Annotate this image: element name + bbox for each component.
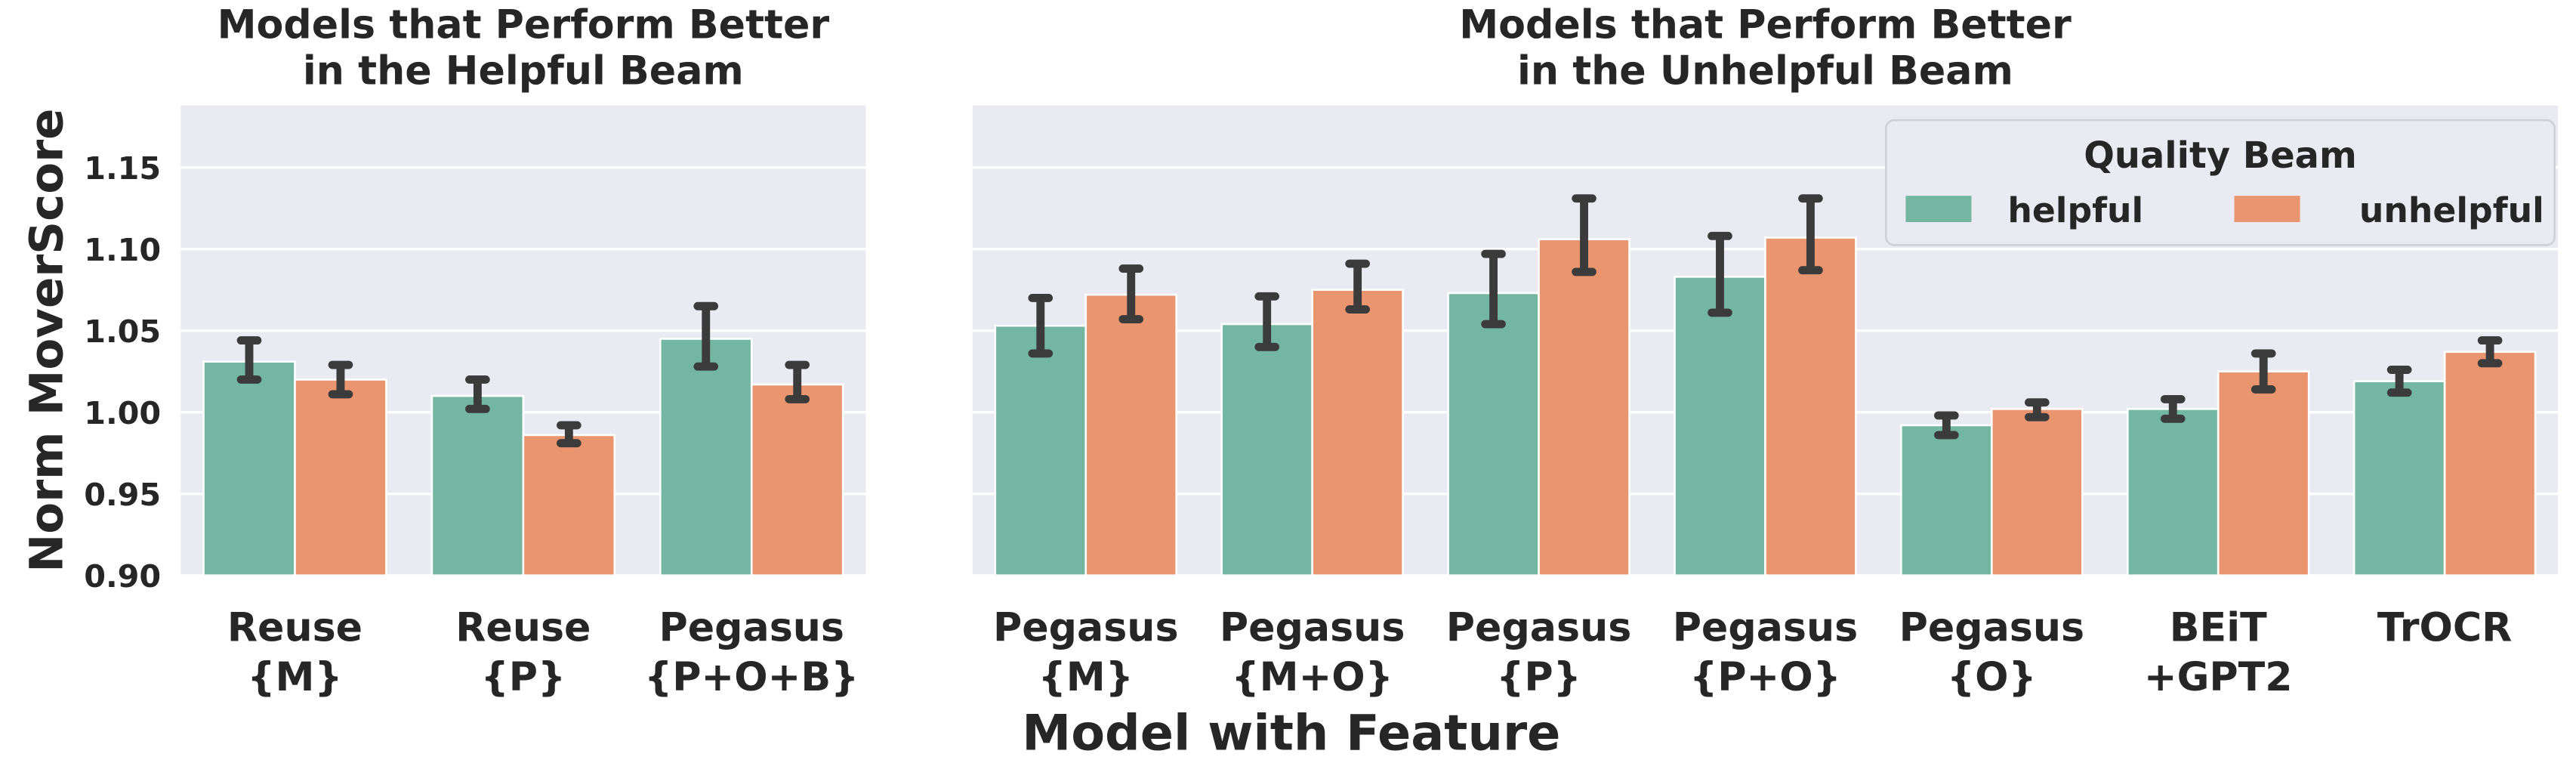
x-tick-label: {P+O+B} bbox=[644, 655, 859, 700]
y-tick-label: 1.05 bbox=[84, 314, 161, 350]
legend-label: helpful bbox=[2007, 190, 2143, 230]
bar bbox=[659, 338, 753, 577]
x-tick-label: Reuse bbox=[227, 606, 362, 651]
error-bar bbox=[1345, 259, 1370, 314]
error-bar bbox=[2025, 398, 2050, 422]
error-bar bbox=[785, 360, 810, 403]
error-bar bbox=[236, 336, 262, 384]
bar bbox=[1900, 424, 1993, 577]
legend-box bbox=[1885, 119, 2556, 246]
legend: Quality Beam helpful unhelpful bbox=[1885, 119, 2556, 246]
error-bar bbox=[328, 360, 353, 399]
error-bar bbox=[1934, 411, 1959, 440]
error-bar bbox=[1572, 194, 1597, 276]
error-bar bbox=[2251, 349, 2276, 394]
bar bbox=[2352, 380, 2446, 577]
bar bbox=[1991, 408, 2084, 577]
x-tick-label: {M} bbox=[1038, 655, 1134, 700]
x-tick-label: Pegasus bbox=[993, 606, 1178, 651]
error-bar bbox=[1028, 294, 1054, 358]
x-tick-label: {O} bbox=[1947, 655, 2037, 700]
x-tick-label: {M+O} bbox=[1231, 655, 1393, 700]
bar bbox=[1764, 236, 1857, 577]
x-tick-label: +GPT2 bbox=[2144, 655, 2293, 700]
legend-label: unhelpful bbox=[2359, 190, 2544, 230]
legend-swatch bbox=[2234, 196, 2300, 222]
error-bar bbox=[1118, 264, 1144, 323]
error-bar bbox=[2477, 336, 2503, 368]
bar bbox=[2217, 370, 2310, 577]
x-tick-label: Reuse bbox=[455, 606, 591, 651]
error-bar bbox=[693, 301, 719, 371]
x-tick-label: Pegasus bbox=[1220, 606, 1405, 651]
x-tick-label: Pegasus bbox=[659, 606, 844, 651]
bar bbox=[2443, 351, 2537, 577]
legend-swatch bbox=[1905, 196, 1972, 222]
bar bbox=[294, 378, 387, 577]
x-tick-label: {P} bbox=[481, 655, 566, 700]
chart-title: in the Helpful Beam bbox=[303, 48, 744, 94]
chart-title: Models that Perform Better bbox=[217, 2, 830, 48]
bar bbox=[750, 383, 844, 577]
x-tick-label: {P+O} bbox=[1689, 655, 1841, 700]
error-bar bbox=[465, 375, 490, 413]
legend-title: Quality Beam bbox=[2084, 135, 2357, 177]
bar bbox=[1084, 293, 1178, 577]
y-tick-label: 1.00 bbox=[84, 395, 161, 431]
y-axis-label: Norm MoverScore bbox=[20, 109, 74, 573]
y-tick-label: 0.95 bbox=[84, 477, 161, 513]
bar bbox=[2126, 408, 2220, 577]
bar bbox=[1220, 323, 1313, 577]
bar bbox=[430, 394, 525, 577]
error-bar bbox=[1798, 194, 1823, 275]
error-bar bbox=[1481, 249, 1506, 329]
bar bbox=[1538, 238, 1630, 577]
bar bbox=[1447, 292, 1540, 577]
bar bbox=[1674, 276, 1766, 577]
bar bbox=[522, 434, 616, 577]
error-bar bbox=[2160, 394, 2186, 423]
x-tick-label: Pegasus bbox=[1673, 606, 1859, 651]
x-tick-label: TrOCR bbox=[2377, 606, 2512, 651]
error-bar bbox=[557, 421, 582, 448]
error-bar bbox=[1708, 231, 1732, 317]
bar bbox=[202, 360, 296, 577]
x-tick-label: BEiT bbox=[2170, 606, 2267, 651]
chart-title: in the Unhelpful Beam bbox=[1517, 48, 2013, 94]
x-tick-label: Pegasus bbox=[1899, 606, 2085, 651]
error-bar bbox=[1254, 292, 1280, 351]
x-tick-label: {M} bbox=[247, 655, 342, 700]
bar bbox=[994, 324, 1087, 577]
x-tick-label: {P} bbox=[1496, 655, 1581, 700]
bar bbox=[1311, 289, 1404, 577]
y-tick-label: 1.10 bbox=[84, 232, 161, 268]
x-axis-label: Model with Feature bbox=[1022, 704, 1560, 761]
y-tick-label: 0.90 bbox=[84, 558, 161, 595]
y-tick-label: 1.15 bbox=[84, 150, 161, 187]
chart-title: Models that Perform Better bbox=[1459, 2, 2072, 48]
x-tick-label: Pegasus bbox=[1446, 606, 1631, 651]
error-bar bbox=[2386, 366, 2412, 397]
